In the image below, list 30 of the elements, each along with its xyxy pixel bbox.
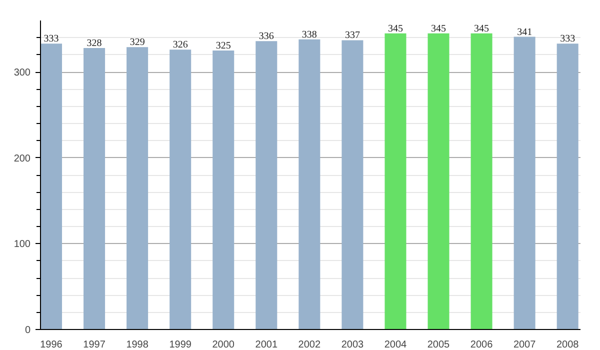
x-tick-label: 1998 [126,340,149,350]
data-label: 333 [44,34,59,45]
y-tick-label: 200 [14,153,31,164]
x-tick-label: 2004 [384,340,408,350]
data-label: 345 [474,23,490,34]
x-tick-label: 2003 [341,340,364,350]
data-label: 333 [560,34,576,45]
y-tick-label: 100 [14,239,31,250]
data-label: 345 [431,23,446,34]
x-tick-label: 2005 [427,340,450,350]
x-tick-label: 1999 [169,340,192,350]
data-label: 345 [388,23,403,34]
data-label: 325 [216,40,231,52]
x-tick-label: 2002 [298,340,321,350]
x-tick-label: 2008 [556,340,580,350]
x-tick-label: 1997 [83,340,106,350]
x-tick-label: 2007 [513,340,536,350]
x-tick-label: 2001 [255,340,278,350]
data-label: 337 [344,30,360,42]
data-label: 336 [258,31,274,42]
data-label: 341 [517,26,532,38]
data-label: 329 [130,37,145,48]
y-tick-label: 300 [14,68,31,78]
data-label: 326 [172,40,188,51]
data-label: 328 [86,38,102,49]
x-tick-label: 2000 [212,340,235,350]
x-tick-label: 2006 [470,340,494,350]
x-tick-label: 1996 [40,340,63,350]
data-label: 338 [302,29,317,40]
y-tick-label: 0 [24,325,31,336]
